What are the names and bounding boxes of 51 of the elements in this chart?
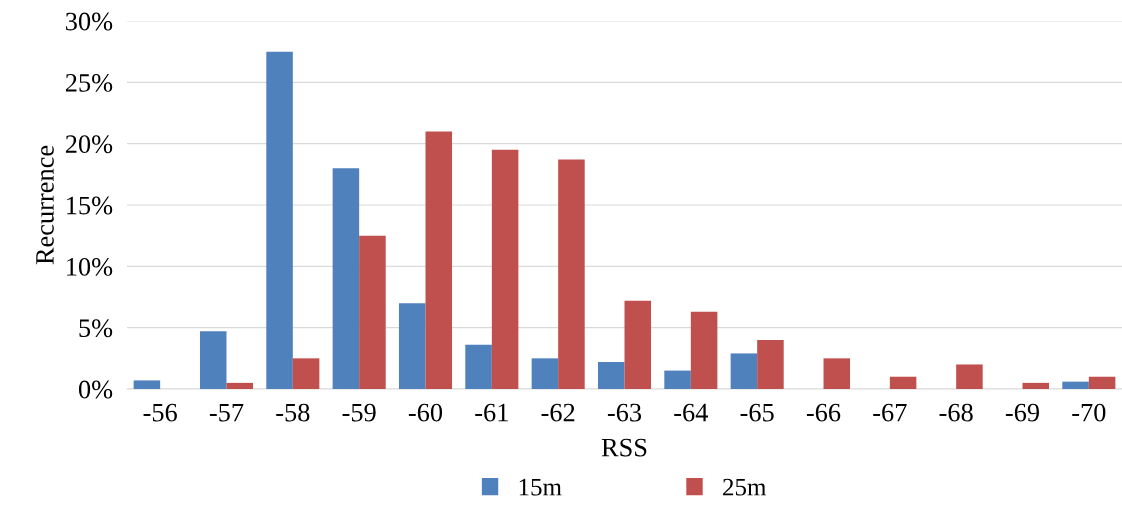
x-tick-label: -59 [342, 403, 376, 422]
x-tick-label: -61 [475, 403, 508, 422]
bar [465, 344, 492, 389]
bar [531, 358, 559, 389]
legend-label: 25m [723, 478, 767, 496]
x-tick-label: -67 [873, 403, 907, 422]
x-tick-label: -69 [1005, 403, 1040, 422]
y-tick-label: 20% [65, 135, 113, 154]
bar [823, 358, 851, 389]
x-tick-label: -68 [939, 403, 973, 422]
bar [332, 168, 360, 389]
bar [491, 149, 519, 389]
bar [624, 300, 652, 389]
y-tick-label: 15% [67, 196, 113, 215]
legend-label: 15m [519, 478, 562, 496]
bar [226, 382, 254, 389]
bar [1022, 382, 1050, 389]
x-tick-label: -60 [408, 403, 443, 422]
y-tick-label: 10% [67, 257, 113, 276]
bar [1088, 376, 1116, 389]
y-tick-label: 25% [65, 73, 113, 92]
bar [266, 51, 293, 389]
x-tick-label: -62 [541, 403, 575, 422]
bar [133, 380, 161, 389]
x-tick-label: -56 [143, 403, 177, 422]
x-tick-label: -57 [209, 403, 244, 422]
bar [664, 370, 691, 389]
bar [597, 362, 625, 389]
y-tick-label: 30% [66, 12, 113, 31]
x-tick-label: -65 [740, 403, 774, 422]
bar [398, 303, 426, 389]
x-tick-label: -58 [276, 403, 310, 422]
bar [292, 358, 320, 389]
x-tick-label: -64 [674, 403, 709, 422]
bar [757, 339, 784, 389]
x-tick-label: -66 [806, 403, 841, 422]
y-tick-label: 5% [79, 319, 113, 338]
bar [1062, 381, 1089, 389]
bar [199, 331, 227, 389]
bar [956, 364, 983, 389]
bar [558, 159, 585, 389]
x-axis-title: RSS [601, 438, 647, 457]
y-tick-label: 0% [78, 380, 113, 399]
bar [359, 235, 386, 389]
y-axis-title: Recurrence [36, 145, 54, 265]
bar [730, 353, 758, 389]
x-tick-label: -70 [1072, 403, 1106, 422]
bar [425, 131, 453, 389]
bar [889, 376, 917, 389]
x-tick-label: -63 [607, 403, 642, 422]
bar [690, 311, 718, 389]
